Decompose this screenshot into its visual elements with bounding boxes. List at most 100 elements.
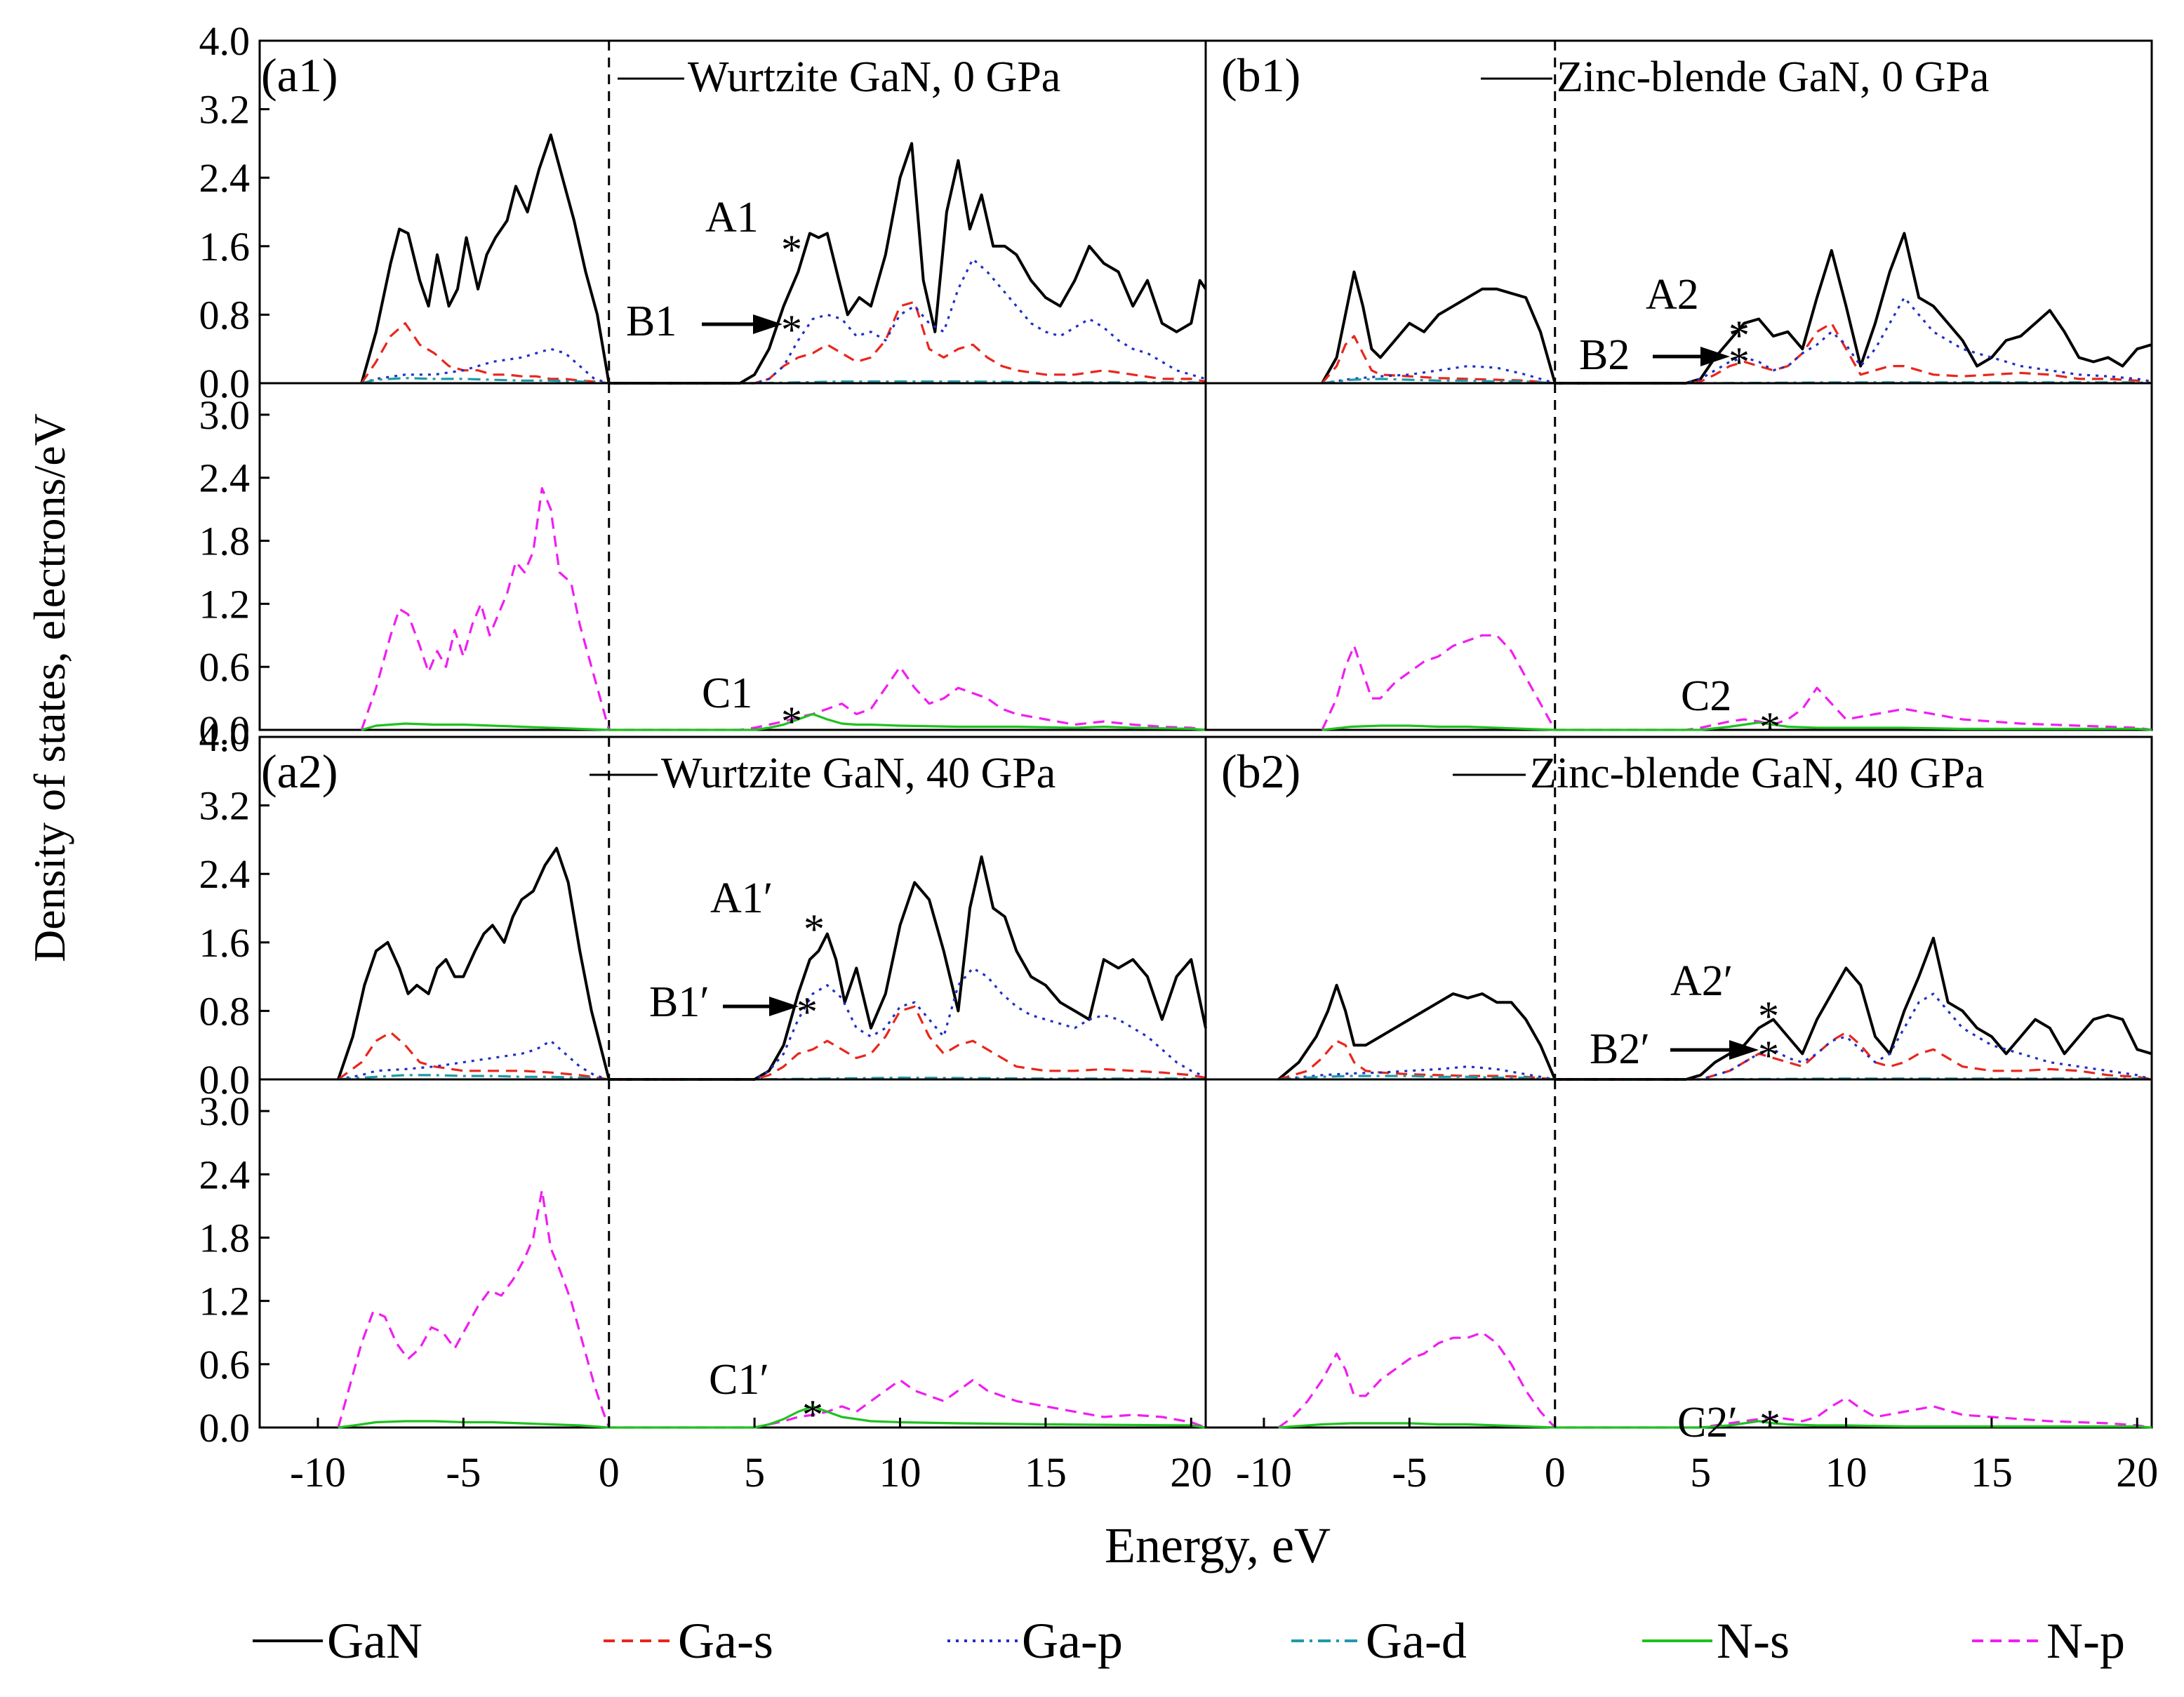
series-gan-b2: [1277, 936, 2152, 1081]
series-ga-s-a2: [338, 1005, 1206, 1081]
series-n-p-b2-lower: [1277, 1331, 2152, 1429]
annotation-star-marker: *: [1759, 704, 1780, 750]
annotation-A2: A2: [1646, 271, 1699, 319]
y-tick-label: 2.4: [199, 155, 251, 201]
y-tick-label: 0.0: [199, 361, 251, 406]
x-tick-label: -10: [1236, 1449, 1292, 1496]
y-tick-label: 1.2: [199, 581, 251, 627]
series-n-p-a2-lower: [337, 1189, 1206, 1429]
annotation-B1: B1: [626, 298, 677, 345]
panel-title-b1: Zinc-blende GaN, 0 GPa: [1557, 53, 1989, 101]
legend-label-ga-s: Ga-s: [678, 1613, 773, 1669]
annotation-arrow-head: [1700, 347, 1730, 366]
series-ga-p-a2: [338, 966, 1206, 1081]
y-tick-label: 0.6: [199, 1342, 251, 1387]
panel-grid: 0.00.81.62.43.24.00.00.61.21.82.43.00.00…: [199, 18, 2159, 1496]
x-tick-label: 10: [1825, 1449, 1867, 1496]
annotations: A1 B1 C1 A2 B2 C2 A1′ B1′ C1′ A2′ B2′ C2…: [626, 194, 1780, 1448]
series-ga-p-b1: [1321, 296, 2152, 385]
y-tick-label: 1.6: [199, 920, 251, 966]
annotation-B1p: B1′: [649, 978, 710, 1026]
x-axis-label: Energy, eV: [1105, 1517, 1331, 1573]
series-ga-s-b2: [1278, 1031, 2152, 1081]
panel-title-b2: Zinc-blende GaN, 40 GPa: [1530, 750, 1984, 797]
series-n-s-b2-lower: [1278, 1420, 2152, 1429]
panel-label-b1: (b1): [1221, 48, 1300, 102]
series-gan-a2: [337, 846, 1207, 1081]
annotation-C2p: C2′: [1677, 1399, 1738, 1446]
series-n-p-b1-lower: [1321, 634, 2152, 731]
x-tick-label: 0: [1545, 1449, 1566, 1496]
annotation-star-marker: *: [781, 307, 802, 353]
y-tick-label: 0.6: [199, 644, 251, 690]
x-tick-label: -5: [1392, 1449, 1427, 1496]
y-tick-label: 0.8: [199, 292, 251, 338]
annotation-star-marker: *: [1758, 1032, 1779, 1079]
y-tick-label: 0.0: [199, 1405, 251, 1451]
annotation-star-marker: *: [1758, 993, 1779, 1039]
y-tick-label: 4.0: [199, 18, 251, 64]
x-tick-label: -5: [446, 1449, 481, 1496]
series-n-s-b1-lower: [1321, 721, 2152, 731]
series-n-s-a2-lower: [338, 1405, 1206, 1429]
annotation-star-marker: *: [781, 227, 802, 273]
x-tick-label: -10: [290, 1449, 346, 1496]
annotation-C2: C2: [1681, 672, 1731, 720]
y-tick-label: 4.0: [199, 714, 251, 760]
annotation-arrow-head: [753, 314, 783, 334]
annotation-arrow-head: [769, 997, 799, 1016]
annotation-A1p: A1′: [710, 874, 773, 922]
legend-label-gan: GaN: [327, 1613, 422, 1669]
legend-label-ga-d: Ga-d: [1366, 1613, 1467, 1669]
legend-label-n-p: N-p: [2046, 1613, 2125, 1669]
annotation-star-marker: *: [1759, 1402, 1780, 1448]
panel-frame-b1-lower: [1204, 382, 2153, 731]
annotation-star-marker: *: [797, 989, 818, 1035]
annotation-star-marker: *: [802, 1392, 823, 1438]
legend-label-n-s: N-s: [1717, 1613, 1790, 1669]
panel-title-a2: Wurtzite GaN, 40 GPa: [661, 750, 1056, 797]
x-tick-label: 5: [744, 1449, 765, 1496]
x-tick-label: 10: [879, 1449, 921, 1496]
y-tick-label: 0.8: [199, 988, 251, 1034]
series-ga-d-a1: [361, 377, 1206, 385]
annotation-B2p: B2′: [1590, 1025, 1650, 1073]
series-ga-p-a1: [361, 258, 1206, 385]
y-tick-label: 2.4: [199, 1152, 251, 1197]
x-tick-label: 0: [599, 1449, 620, 1496]
series-ga-d-b2: [1278, 1074, 2152, 1081]
x-tick-label: 20: [1170, 1449, 1212, 1496]
y-tick-label: 3.2: [199, 87, 251, 133]
legend-label-ga-p: Ga-p: [1022, 1613, 1123, 1669]
annotation-A1: A1: [705, 194, 759, 241]
x-tick-label: 15: [1025, 1449, 1067, 1496]
annotation-star-marker: *: [1729, 339, 1750, 385]
series-n-p-a1-lower: [360, 487, 1206, 731]
annotation-C1p: C1′: [709, 1356, 769, 1404]
panel-label-b2: (b2): [1221, 745, 1300, 798]
annotation-star-marker: *: [1729, 312, 1750, 359]
y-tick-label: 2.4: [199, 851, 251, 897]
x-tick-label: 20: [2116, 1449, 2158, 1496]
panel-label-a2: (a2): [261, 745, 338, 798]
annotation-star-marker: *: [781, 698, 802, 745]
series-gan-a1: [360, 133, 1207, 385]
panel-label-a1: (a1): [261, 48, 338, 102]
y-tick-label: 3.0: [199, 1089, 251, 1134]
y-axis-label: Density of states, electrons/eV: [25, 413, 74, 962]
series-gan-b1: [1321, 232, 2152, 385]
y-tick-label: 0.0: [199, 707, 251, 753]
series-ga-s-a1: [360, 300, 1206, 385]
y-tick-label: 3.0: [199, 392, 251, 438]
y-tick-label: 1.8: [199, 1215, 251, 1260]
x-tick-label: 5: [1690, 1449, 1711, 1496]
series-n-s-a1-lower: [361, 712, 1206, 731]
y-tick-label: 2.4: [199, 455, 251, 501]
series-ga-d-a2: [338, 1074, 1206, 1081]
y-tick-label: 3.2: [199, 783, 251, 829]
y-tick-label: 1.6: [199, 224, 251, 269]
annotation-B2: B2: [1579, 331, 1630, 379]
y-tick-label: 1.2: [199, 1279, 251, 1324]
y-tick-label: 1.8: [199, 519, 251, 564]
